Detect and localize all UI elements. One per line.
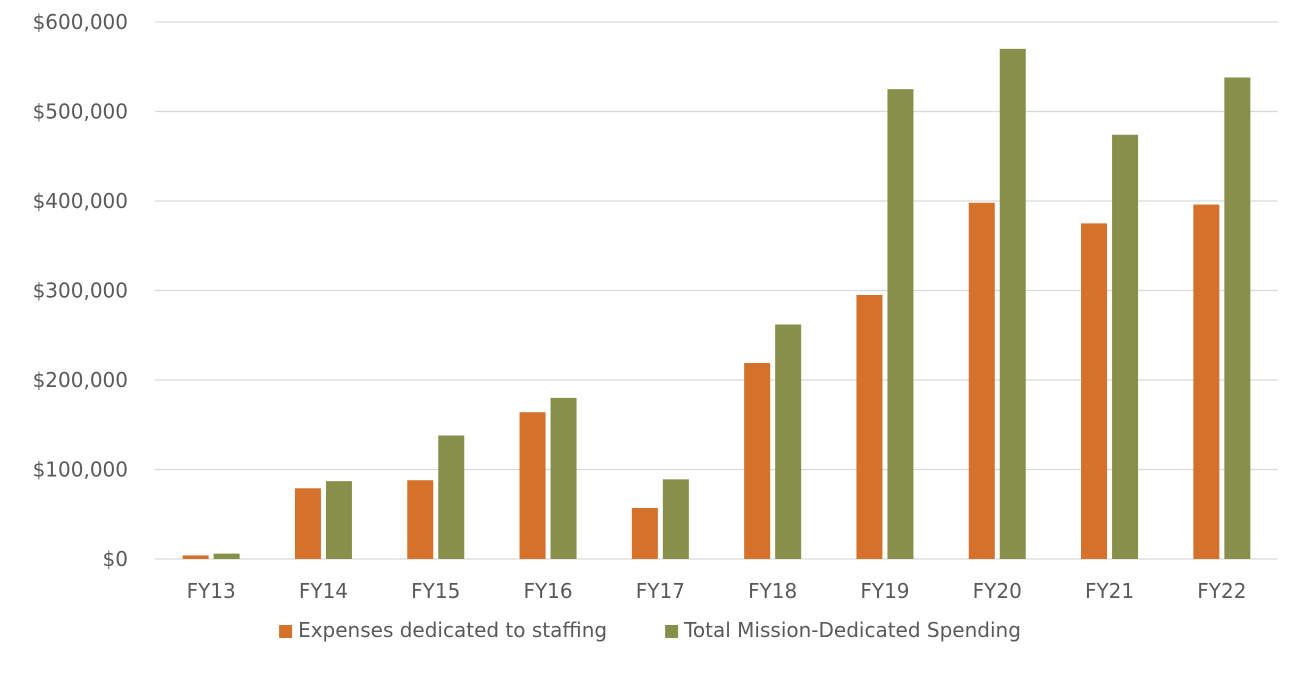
x-tick-label: FY22 <box>1197 579 1246 603</box>
bar-fy22-series-1 <box>1193 204 1220 559</box>
bar-fy18-series-1 <box>744 362 771 559</box>
legend: Expenses dedicated to staffing Total Miss… <box>279 618 1021 642</box>
x-tick-label: FY20 <box>973 579 1022 603</box>
x-tick-label: FY19 <box>860 579 909 603</box>
bar-fy17-series-1 <box>631 507 658 559</box>
bar-fy15-series-1 <box>407 480 434 559</box>
bar-fy20-series-1 <box>968 202 995 560</box>
legend-swatch-series-1 <box>279 625 293 638</box>
bar-fy14-series-1 <box>294 488 321 559</box>
y-axis-tick-labels: $0 $100,000 $200,000 $300,000 $400,000 $500,0… <box>33 10 128 571</box>
x-tick-label: FY18 <box>748 579 797 603</box>
x-tick-label: FY15 <box>411 579 460 603</box>
y-tick-label: $400,000 <box>33 189 128 213</box>
gridlines <box>155 21 1278 560</box>
legend-swatch-series-2 <box>665 625 679 638</box>
bar-fy14-series-2 <box>325 481 352 559</box>
bar-fy18-series-2 <box>775 324 802 559</box>
x-tick-label: FY16 <box>523 579 572 603</box>
bar-fy15-series-2 <box>438 435 465 559</box>
bar-fy17-series-2 <box>662 479 689 559</box>
x-tick-label: FY14 <box>299 579 348 603</box>
bar-fy13-series-2 <box>213 553 240 559</box>
y-tick-label: $500,000 <box>33 100 128 124</box>
bar-fy21-series-2 <box>1112 134 1139 559</box>
x-tick-label: FY21 <box>1085 579 1134 603</box>
x-tick-label: FY13 <box>187 579 236 603</box>
bar-fy16-series-1 <box>519 412 546 559</box>
legend-label-series-2: Total Mission-Dedicated Spending <box>683 618 1021 642</box>
y-tick-label: $100,000 <box>33 458 128 482</box>
bar-fy20-series-2 <box>999 48 1026 559</box>
y-tick-label: $200,000 <box>33 368 128 392</box>
bar-fy22-series-2 <box>1224 77 1251 560</box>
bar-fy19-series-1 <box>856 294 883 559</box>
legend-label-series-1: Expenses dedicated to staffing <box>298 618 607 642</box>
bar-fy16-series-2 <box>550 397 577 559</box>
bar-fy19-series-2 <box>887 89 914 559</box>
y-tick-label: $0 <box>103 547 128 571</box>
y-tick-label: $600,000 <box>33 10 128 34</box>
bar-fy21-series-1 <box>1081 223 1108 559</box>
bar-fy13-series-1 <box>182 555 209 559</box>
x-tick-label: FY17 <box>636 579 685 603</box>
bars <box>182 48 1251 560</box>
y-tick-label: $300,000 <box>33 279 128 303</box>
x-axis-category-labels: FY13 FY14 FY15 FY16 FY17 FY18 FY19 FY20 FY21 FY22 <box>187 579 1247 603</box>
